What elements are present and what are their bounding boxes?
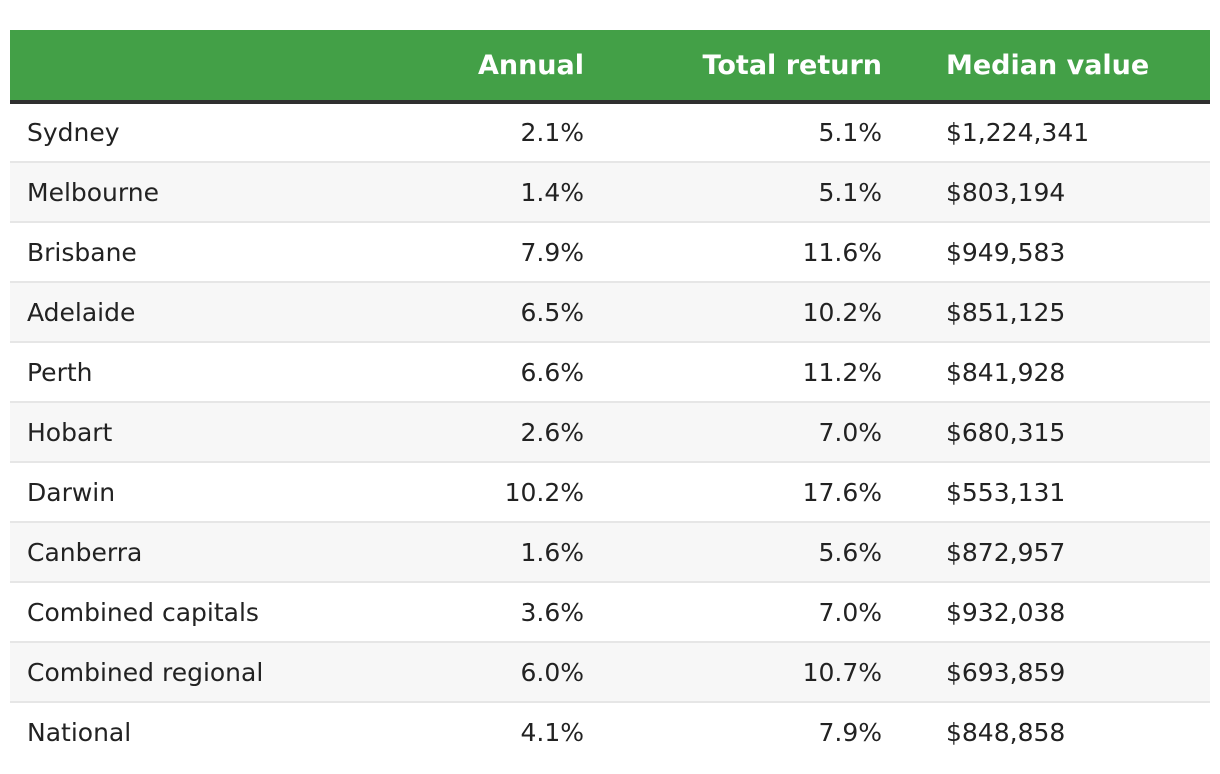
table-row: National 4.1% 7.9% $848,858	[10, 702, 1210, 762]
header-total-return: Total return	[584, 30, 882, 104]
cell-median-value: $848,858	[946, 718, 1066, 747]
header-row: Annual Total return Median value	[10, 30, 1210, 104]
table-row: Sydney 2.1% 5.1% $1,224,341	[10, 102, 1210, 163]
table-row: Melbourne 1.4% 5.1% $803,194	[10, 162, 1210, 223]
table-row: Brisbane 7.9% 11.6% $949,583	[10, 222, 1210, 283]
cell-median-value: $949,583	[882, 222, 1210, 283]
cell-city: Melbourne	[10, 162, 370, 223]
cell-total-return: 5.1%	[584, 162, 882, 223]
header-annual: Annual	[370, 30, 584, 104]
cell-city: Combined capitals	[10, 582, 370, 643]
cell-median-value: $680,315	[882, 402, 1210, 463]
cell-city: Darwin	[10, 462, 370, 523]
cell-annual: 7.9%	[370, 222, 584, 283]
table-row: Canberra 1.6% 5.6% $872,957	[10, 522, 1210, 583]
cell-median-value: $693,859	[882, 642, 1210, 703]
table-row: Perth 6.6% 11.2% $841,928	[10, 342, 1210, 403]
cell-median-value: $851,125	[882, 282, 1210, 343]
cell-city: Hobart	[10, 402, 370, 463]
cell-city: Adelaide	[10, 282, 370, 343]
cell-annual: 6.6%	[370, 342, 584, 403]
cell-annual: 4.1%	[520, 718, 584, 747]
cell-total-return: 11.2%	[584, 342, 882, 403]
cell-median-value: $841,928	[882, 342, 1210, 403]
header-city	[10, 30, 370, 104]
table-row: Darwin 10.2% 17.6% $553,131	[10, 462, 1210, 523]
table-body: Sydney 2.1% 5.1% $1,224,341 Melbourne 1.…	[10, 102, 1210, 762]
cell-total-return: 7.0%	[584, 582, 882, 643]
home-values-table: Annual Total return Median value Sydney …	[10, 30, 1210, 762]
cell-total-return: 5.1%	[584, 102, 882, 163]
cell-annual: 2.1%	[370, 102, 584, 163]
cell-annual: 2.6%	[370, 402, 584, 463]
table-row: Combined capitals 3.6% 7.0% $932,038	[10, 582, 1210, 643]
cell-total-return: 11.6%	[584, 222, 882, 283]
cell-city: Sydney	[10, 102, 370, 163]
cell-median-value: $932,038	[882, 582, 1210, 643]
table-header: Annual Total return Median value	[10, 30, 1210, 104]
cell-city: Perth	[10, 342, 370, 403]
cell-annual: 6.0%	[370, 642, 584, 703]
cell-annual: 1.6%	[370, 522, 584, 583]
home-values-table-container: Annual Total return Median value Sydney …	[10, 30, 1210, 762]
cell-median-value: $803,194	[882, 162, 1210, 223]
cell-city: Brisbane	[10, 222, 370, 283]
cell-annual: 3.6%	[370, 582, 584, 643]
cell-city: Combined regional	[10, 642, 370, 703]
table-row: Hobart 2.6% 7.0% $680,315	[10, 402, 1210, 463]
table-row: Adelaide 6.5% 10.2% $851,125	[10, 282, 1210, 343]
table-row: Combined regional 6.0% 10.7% $693,859	[10, 642, 1210, 703]
cell-annual: 10.2%	[370, 462, 584, 523]
cell-total-return: 10.7%	[584, 642, 882, 703]
cell-city: Canberra	[10, 522, 370, 583]
cell-annual: 6.5%	[370, 282, 584, 343]
cell-total-return: 10.2%	[584, 282, 882, 343]
cell-median-value: $553,131	[882, 462, 1210, 523]
cell-median-value: $872,957	[882, 522, 1210, 583]
header-median-value: Median value	[882, 30, 1210, 104]
cell-city: National	[27, 718, 132, 747]
cell-total-return: 5.6%	[584, 522, 882, 583]
cell-total-return: 7.9%	[818, 718, 882, 747]
cell-total-return: 17.6%	[584, 462, 882, 523]
cell-total-return: 7.0%	[584, 402, 882, 463]
cell-annual: 1.4%	[370, 162, 584, 223]
cell-median-value: $1,224,341	[882, 102, 1210, 163]
